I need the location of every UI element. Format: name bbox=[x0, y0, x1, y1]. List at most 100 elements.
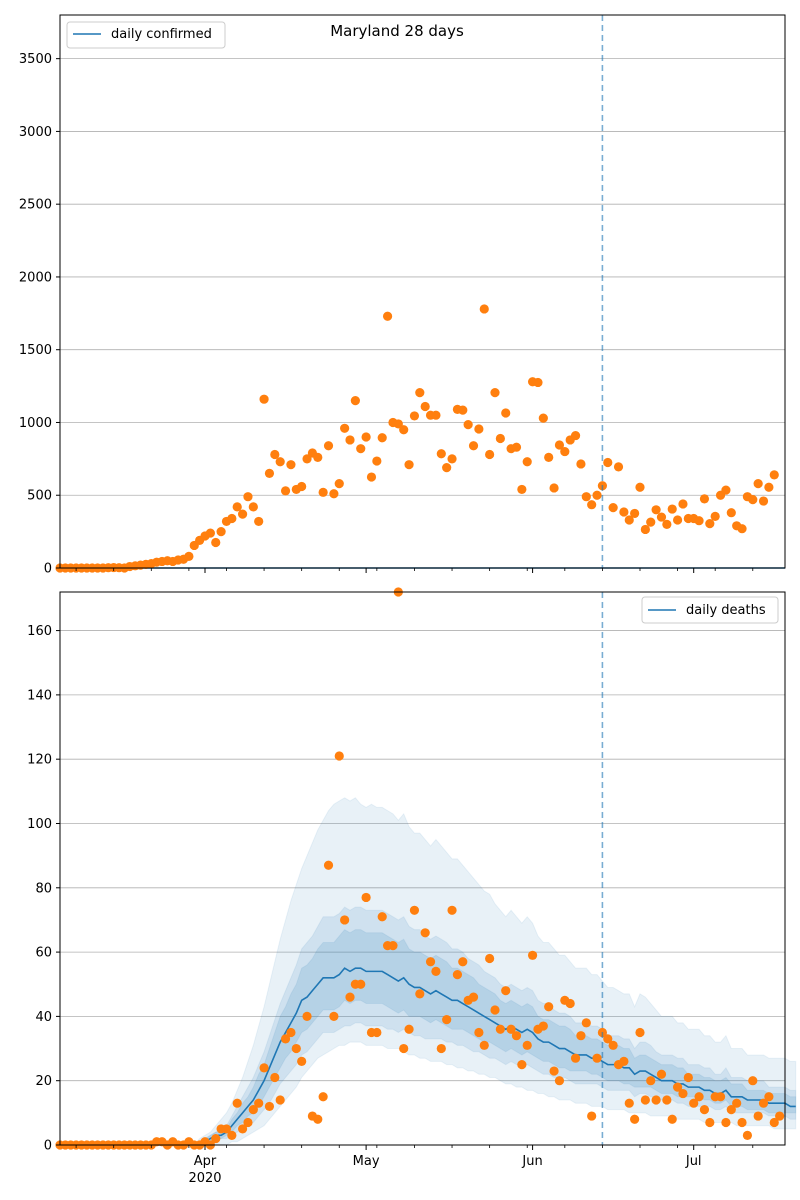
bot-data-point bbox=[721, 1117, 731, 1128]
bot-data-point bbox=[318, 1092, 328, 1102]
top-data-point bbox=[372, 456, 382, 466]
bot-x-year-label: 2020 bbox=[188, 1171, 221, 1186]
bot-data-point bbox=[237, 1124, 248, 1134]
top-data-point bbox=[570, 430, 581, 441]
top-data-point bbox=[560, 446, 570, 457]
top-data-point bbox=[769, 470, 779, 480]
bot-data-point bbox=[726, 1105, 736, 1115]
top-data-point bbox=[463, 420, 473, 430]
bot-data-point bbox=[619, 1056, 629, 1067]
bot-data-point bbox=[442, 1015, 452, 1025]
deaths-legend-box bbox=[641, 596, 779, 624]
bot-data-point bbox=[409, 905, 420, 915]
top-data-point bbox=[603, 457, 613, 468]
bot-data-point bbox=[227, 1130, 237, 1140]
top-data-point bbox=[662, 519, 672, 529]
top-data-point bbox=[699, 494, 710, 504]
top-data-point bbox=[667, 504, 677, 514]
bot-y-tick-label: 120 bbox=[27, 753, 52, 768]
bot-data-point bbox=[554, 1076, 565, 1086]
top-data-point bbox=[211, 537, 221, 548]
deaths-uncertainty-bands bbox=[60, 797, 797, 1146]
bot-data-point bbox=[570, 1053, 581, 1063]
top-data-point bbox=[415, 388, 425, 398]
top-data-point bbox=[270, 449, 280, 460]
bot-data-point bbox=[662, 1095, 672, 1105]
deaths-legend: daily deaths bbox=[641, 596, 779, 624]
bot-data-point bbox=[506, 1024, 516, 1034]
bot-data-point bbox=[689, 1098, 699, 1108]
top-data-point bbox=[544, 452, 554, 462]
top-data-point bbox=[280, 486, 291, 496]
top-data-point bbox=[216, 527, 226, 537]
bot-credible-band bbox=[60, 906, 797, 1146]
bot-data-point bbox=[280, 1034, 291, 1044]
top-data-point bbox=[694, 516, 704, 526]
confirmed-grid bbox=[60, 58, 785, 569]
bot-credible-band bbox=[60, 928, 797, 1146]
bot-data-point bbox=[694, 1092, 704, 1102]
top-data-point bbox=[404, 460, 414, 470]
top-data-point bbox=[302, 454, 312, 464]
bot-data-point bbox=[646, 1076, 656, 1086]
bot-data-point bbox=[527, 950, 538, 960]
top-data-point bbox=[608, 503, 618, 513]
top-data-point bbox=[651, 505, 661, 515]
confirmed-legend-label: daily confirmed bbox=[111, 27, 212, 42]
top-data-point bbox=[538, 413, 548, 423]
bot-data-point bbox=[748, 1076, 758, 1086]
bot-data-point bbox=[323, 860, 334, 870]
top-data-point bbox=[758, 496, 769, 506]
bot-data-point bbox=[458, 957, 468, 967]
bot-data-point bbox=[436, 1043, 446, 1054]
top-data-point bbox=[420, 401, 430, 412]
top-data-point bbox=[613, 462, 624, 472]
top-y-tick-label: 1000 bbox=[19, 416, 52, 431]
top-data-point bbox=[554, 440, 565, 450]
top-data-point bbox=[377, 433, 387, 443]
top-data-point bbox=[710, 511, 720, 521]
bot-data-point bbox=[474, 1027, 484, 1038]
bot-x-tick-label: Apr bbox=[194, 1154, 217, 1169]
bot-data-point bbox=[329, 1011, 339, 1022]
bot-data-point bbox=[517, 1060, 527, 1070]
top-data-point bbox=[630, 508, 640, 519]
bot-data-point bbox=[705, 1117, 715, 1128]
top-data-point bbox=[587, 500, 597, 510]
top-data-point bbox=[447, 454, 457, 464]
bot-data-point bbox=[608, 1040, 618, 1050]
top-data-point bbox=[237, 509, 248, 519]
bot-y-tick-label: 40 bbox=[35, 1010, 52, 1025]
top-data-point bbox=[705, 519, 715, 529]
bot-y-tick-label: 20 bbox=[35, 1074, 52, 1089]
bot-data-point bbox=[399, 1043, 409, 1054]
bot-data-point bbox=[291, 1043, 301, 1054]
top-data-point bbox=[393, 419, 403, 429]
top-data-point bbox=[672, 515, 683, 525]
bot-data-point bbox=[377, 912, 387, 922]
top-data-point bbox=[442, 462, 452, 473]
bot-data-point bbox=[340, 915, 350, 925]
top-data-point bbox=[436, 449, 446, 459]
top-data-point bbox=[495, 433, 505, 444]
top-data-point bbox=[345, 435, 355, 445]
top-data-point bbox=[264, 468, 275, 479]
top-y-tick-label: 2000 bbox=[19, 270, 52, 285]
top-data-point bbox=[297, 481, 307, 492]
confirmed-y-axis: 0 500 1000 1500 2000 2500 3000 3500 bbox=[19, 52, 60, 577]
bot-data-point bbox=[388, 941, 398, 951]
top-data-point bbox=[318, 487, 328, 497]
bot-data-point bbox=[297, 1056, 307, 1067]
bot-data-point bbox=[672, 1082, 683, 1092]
top-data-point bbox=[259, 394, 269, 404]
top-data-point bbox=[334, 478, 344, 489]
bot-data-point bbox=[425, 957, 436, 967]
top-data-point bbox=[313, 452, 323, 462]
bot-data-point bbox=[361, 892, 371, 903]
top-data-point bbox=[479, 304, 489, 314]
top-y-tick-label: 2500 bbox=[19, 198, 52, 213]
top-data-point bbox=[227, 513, 237, 524]
top-data-point bbox=[581, 492, 591, 502]
bot-credible-band bbox=[60, 797, 797, 1146]
